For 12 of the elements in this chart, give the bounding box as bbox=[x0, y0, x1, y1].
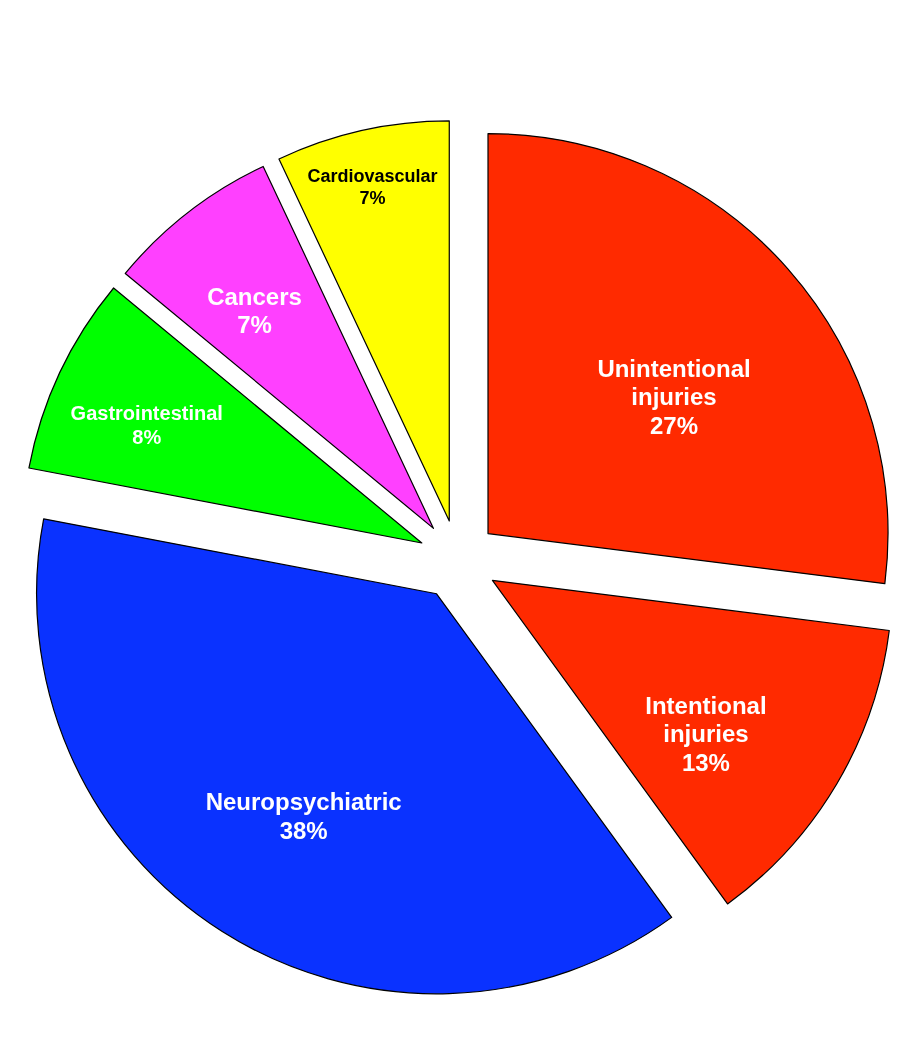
slice-label: Neuropsychiatric bbox=[205, 788, 402, 816]
data-label: 13% bbox=[681, 749, 730, 777]
data-label: 8% bbox=[132, 425, 162, 448]
slice-label: Cardiovascular bbox=[307, 166, 438, 187]
slice-label: Unintentional injuries bbox=[597, 354, 751, 411]
data-label: 27% bbox=[650, 412, 699, 440]
data-label: 7% bbox=[237, 311, 272, 339]
data-label: 38% bbox=[279, 816, 328, 844]
data-label: 7% bbox=[359, 188, 386, 209]
slice-label: Gastrointestinal bbox=[70, 401, 223, 424]
slice-label: Cancers bbox=[207, 282, 302, 310]
slice-label: Intentional injuries bbox=[645, 691, 767, 748]
